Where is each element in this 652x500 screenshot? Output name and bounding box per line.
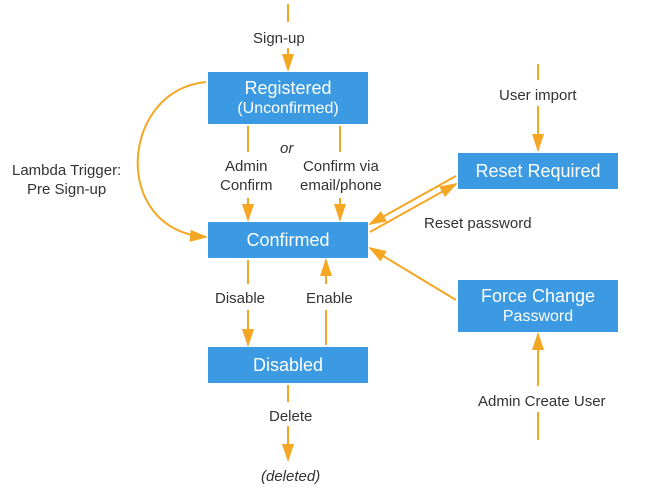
label-confirm-via: Confirm via email/phone xyxy=(300,158,382,196)
label-admin-create-user: Admin Create User xyxy=(478,393,606,412)
node-disabled-title: Disabled xyxy=(253,354,323,377)
label-enable: Enable xyxy=(306,290,353,309)
node-registered-subtitle: (Unconfirmed) xyxy=(237,99,338,119)
edge-force-to-conf xyxy=(370,248,456,300)
node-reset-required: Reset Required xyxy=(458,153,618,189)
label-user-import: User import xyxy=(499,87,577,106)
node-force-subtitle: Password xyxy=(503,307,573,327)
node-registered-title: Registered xyxy=(244,77,331,100)
label-disable: Disable xyxy=(215,290,265,309)
label-lambda-trigger: Lambda Trigger: Pre Sign-up xyxy=(12,162,121,200)
node-disabled: Disabled xyxy=(208,347,368,383)
diagram-stage: Registered (Unconfirmed) Confirmed Disab… xyxy=(0,0,652,500)
label-delete: Delete xyxy=(269,408,312,427)
label-signup: Sign-up xyxy=(253,30,305,49)
label-or: or xyxy=(280,140,293,159)
label-deleted: (deleted) xyxy=(261,468,320,487)
node-force-title: Force Change xyxy=(481,285,595,308)
node-reset-title: Reset Required xyxy=(475,160,600,183)
label-reset-password: Reset password xyxy=(424,215,532,234)
node-force-change-password: Force Change Password xyxy=(458,280,618,332)
label-admin-confirm: Admin Confirm xyxy=(220,158,273,196)
node-confirmed-title: Confirmed xyxy=(246,229,329,252)
node-registered: Registered (Unconfirmed) xyxy=(208,72,368,124)
node-confirmed: Confirmed xyxy=(208,222,368,258)
edge-lambda-curve xyxy=(138,82,206,237)
